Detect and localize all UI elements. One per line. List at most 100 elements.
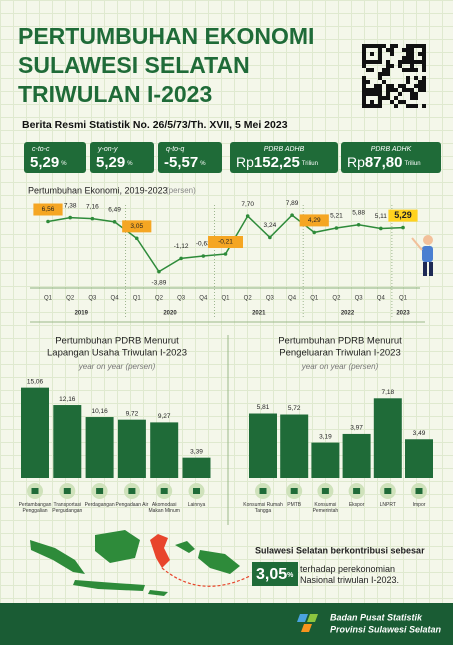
value-label: 3,97 [350,425,363,432]
qr-cell [406,76,410,80]
qr-cell [418,88,422,92]
value-label: 7,18 [381,389,394,396]
value-label: 7,89 [286,200,299,207]
chart-subtitle: year on year (persen) [301,362,379,371]
bar [182,457,211,478]
qr-cell [410,60,414,64]
year-label: 2019 [75,311,89,317]
point [157,269,161,274]
qr-cell [422,64,426,68]
qr-cell [398,60,402,64]
chart-title: Lapangan Usaha Triwulan I-2023 [47,348,187,359]
chart-title: Pertumbuhan Ekonomi, 2019-2023 [28,185,168,195]
label-bg [208,236,243,249]
qr-cell [414,44,418,48]
person [411,235,433,276]
point [90,216,95,221]
qr-cell [406,48,410,52]
qr-cell [414,76,418,80]
x-tick-label: Q3 [266,296,275,302]
qr-cell [414,60,418,64]
stat-box [341,142,441,173]
value-label: 3,39 [190,448,203,455]
qr-cell [386,68,390,72]
qr-cell [414,92,418,96]
qr-cell [422,80,426,84]
value-label: 5,29 [394,210,412,220]
unit: % [287,572,294,579]
chart-title: Pertumbuhan PDRB Menurut [55,336,179,347]
value-label: -1,12 [174,243,189,250]
stat-unit: % [200,161,206,167]
category-label: PMTB [287,502,302,508]
stat-value: -5,57% [164,154,206,171]
qr-cell [410,68,414,72]
qr-cell [418,84,422,88]
qr-cell [374,84,378,88]
point [401,225,405,230]
qr-cell [362,56,366,60]
qr-cell [410,92,414,96]
qr-cell [390,52,394,56]
qr-cell [370,52,374,56]
qr-cell [406,56,410,60]
category-label: Ekspor [348,502,365,508]
logo [297,614,318,632]
point [334,226,339,230]
contribution-box [252,562,298,586]
qr-cell [406,104,410,108]
stat-value: Rp152,25 Triliun [236,154,318,171]
category-icon-glyph [63,488,71,494]
stat-number: 5,29 [96,154,125,171]
x-tick-label: Q2 [244,296,253,302]
stat-label: PDRB ADHK [371,146,412,153]
qr-cell [378,104,382,108]
bar [150,422,179,478]
qr-cell [422,44,426,48]
qr-cell [366,88,370,92]
title-line: PERTUMBUHAN EKONOMI [18,23,314,49]
qr-cell [378,60,382,64]
title-line: TRIWULAN I-2023 [18,81,212,107]
stat-number: -5,57 [164,154,198,171]
category-icon-glyph [415,488,423,494]
contribution-value: 3,05% [256,566,294,583]
qr-cell [402,68,406,72]
point [179,256,183,261]
chart-subtitle: (persen) [166,186,196,195]
category-label: Pengadaan Air [115,502,149,508]
value-label: 3,05 [130,223,143,230]
point [268,235,272,240]
qr-cell [362,44,366,48]
qr-cell [374,44,378,48]
contribution-text-after: terhadap perekonomian Nasional triwulan … [300,564,400,585]
qr-cell [366,92,370,96]
qr-cell [422,52,426,56]
qr-cell [410,96,414,100]
x-tick-label: Q1 [221,296,230,302]
category-label: Konsumsi Pemerintah [312,502,339,514]
point [68,215,72,220]
x-tick-label: Q1 [133,296,142,302]
qr-cell [422,48,426,52]
qr-cell [398,92,402,96]
qr-cell [386,64,390,68]
qr-cell [386,84,390,88]
qr-cell [382,44,386,48]
chart-title: Pengeluaran Triwulan I-2023 [279,348,400,359]
value-label: 12,16 [59,396,76,403]
qr-cell [370,44,374,48]
stat-box [24,142,86,173]
qr-cell [390,100,394,104]
stat-prefix: Rp [347,154,365,170]
qr-cell [406,68,410,72]
qr-cell [378,44,382,48]
value-label: 5,81 [257,404,270,411]
stat-value: 5,29% [96,154,133,171]
arrow [161,567,251,587]
value-label: 7,38 [64,202,77,209]
qr-cell [362,88,366,92]
footer-region: Provinsi Sulawesi Selatan [330,624,442,634]
value-label: 3,49 [413,430,426,437]
bar [311,442,340,478]
